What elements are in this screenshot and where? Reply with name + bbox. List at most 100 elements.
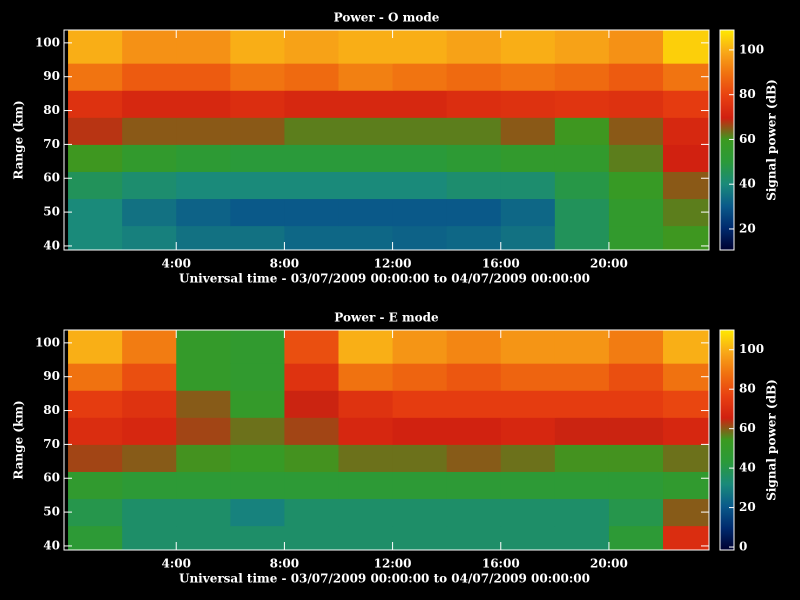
- y-tick-label: 90: [43, 69, 60, 83]
- heatmap-cell: [392, 198, 448, 227]
- x-tick-label: 8:00: [270, 557, 299, 571]
- heatmap-cell: [230, 417, 285, 445]
- heatmap-cell: [500, 117, 556, 145]
- x-tick-label: 8:00: [270, 257, 299, 271]
- colorbar-tick-label: 80: [739, 87, 756, 101]
- heatmap-cell: [608, 330, 664, 364]
- heatmap-cell: [68, 390, 123, 418]
- heatmap-cell: [68, 30, 123, 64]
- heatmap-cell: [446, 198, 502, 227]
- heatmap-cell: [446, 471, 502, 500]
- heatmap-cell: [500, 90, 556, 118]
- heatmap-cell: [663, 471, 709, 500]
- heatmap-cell: [446, 444, 502, 472]
- heatmap-cell: [176, 171, 231, 200]
- heatmap-cell: [500, 417, 556, 445]
- heatmap-cell: [500, 390, 556, 418]
- heatmap-cell: [500, 198, 556, 227]
- heatmap-cell: [176, 444, 231, 472]
- heatmap-cell: [338, 417, 394, 445]
- heatmap-cell: [338, 117, 394, 145]
- colorbar-tick-label: 20: [739, 500, 756, 514]
- heatmap-cell: [663, 390, 709, 418]
- heatmap-cell: [554, 198, 610, 227]
- colorbar-label: Signal power (dB): [765, 79, 779, 201]
- heatmap-cell: [500, 363, 556, 391]
- y-tick-label: 100: [35, 335, 60, 349]
- heatmap-cell: [554, 63, 610, 91]
- heatmap-cell: [663, 444, 709, 472]
- heatmap-cell: [230, 63, 285, 91]
- heatmap-cell: [122, 525, 177, 550]
- heatmap-cell: [338, 363, 394, 391]
- heatmap-cell: [392, 417, 448, 445]
- heatmap-cell: [230, 363, 285, 391]
- heatmap-cell: [122, 144, 177, 172]
- heatmap-cell: [608, 117, 664, 145]
- heatmap-cell: [176, 363, 231, 391]
- heatmap-cell: [554, 117, 610, 145]
- heatmap-cell: [554, 30, 610, 64]
- heatmap-cell: [554, 225, 610, 250]
- heatmap-cell: [176, 525, 231, 550]
- heatmap-cell: [122, 30, 177, 64]
- heatmap-cell: [122, 417, 177, 445]
- colorbar-tick-label: 80: [739, 382, 756, 396]
- x-axis-label: Universal time - 03/07/2009 00:00:00 to …: [179, 272, 590, 286]
- x-tick-label: 16:00: [482, 557, 520, 571]
- heatmap-cell: [176, 90, 231, 118]
- heatmap-cell: [554, 330, 610, 364]
- y-tick-label: 50: [43, 205, 60, 219]
- heatmap-cells: [68, 30, 709, 250]
- heatmap-cell: [176, 471, 231, 500]
- x-axis-label: Universal time - 03/07/2009 00:00:00 to …: [179, 572, 590, 586]
- heatmap-cell: [284, 117, 339, 145]
- heatmap-cell: [446, 30, 502, 64]
- x-tick-label: 4:00: [161, 557, 190, 571]
- heatmap-cell: [392, 525, 448, 550]
- heatmap-cell: [338, 498, 394, 527]
- x-tick-label: 4:00: [161, 257, 190, 271]
- x-tick-label: 12:00: [374, 257, 412, 271]
- heatmap-cell: [500, 444, 556, 472]
- heatmap-cell: [68, 198, 123, 227]
- plot-frame: [63, 29, 710, 251]
- heatmap-cell: [500, 63, 556, 91]
- heatmap-cell: [608, 363, 664, 391]
- heatmap-cell: [68, 363, 123, 391]
- y-tick-label: 40: [43, 538, 60, 552]
- x-tick-label: 12:00: [374, 557, 412, 571]
- heatmap-cell: [338, 171, 394, 200]
- heatmap-cell: [446, 90, 502, 118]
- heatmap-cell: [338, 198, 394, 227]
- heatmap-cells: [68, 330, 709, 550]
- heatmap-cell: [392, 498, 448, 527]
- heatmap-cell: [122, 390, 177, 418]
- y-tick-label: 50: [43, 505, 60, 519]
- chart-title: Power - E mode: [334, 311, 439, 325]
- heatmap-cell: [500, 330, 556, 364]
- colorbar-tick-label: 40: [739, 461, 756, 475]
- y-tick-label: 80: [43, 403, 60, 417]
- colorbar-tick-label: 60: [739, 132, 756, 146]
- heatmap-cell: [176, 198, 231, 227]
- heatmap-cell: [446, 144, 502, 172]
- heatmap-cell: [338, 225, 394, 250]
- heatmap-cell: [230, 30, 285, 64]
- heatmap-cell: [663, 90, 709, 118]
- heatmap-cell: [500, 498, 556, 527]
- heatmap-cell: [68, 498, 123, 527]
- heatmap-cell: [122, 330, 177, 364]
- heatmap-cell: [230, 330, 285, 364]
- heatmap-cell: [284, 363, 339, 391]
- heatmap-cell: [554, 525, 610, 550]
- heatmap-cell: [608, 417, 664, 445]
- heatmap-cell: [500, 171, 556, 200]
- x-tick-label: 20:00: [590, 557, 628, 571]
- heatmap-cell: [122, 63, 177, 91]
- heatmap-cell: [554, 144, 610, 172]
- plot-frame: [63, 329, 710, 551]
- heatmap-cell: [392, 117, 448, 145]
- heatmap-cell: [230, 225, 285, 250]
